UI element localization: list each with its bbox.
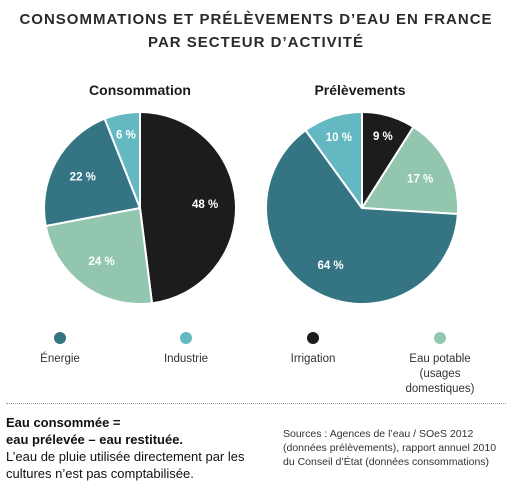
prelevements-label-energie: 64 % — [317, 260, 343, 272]
consommation-pie: 48 % 24 % 22 % 6 % — [43, 111, 237, 305]
note-line-1: Eau consommée = — [6, 415, 121, 430]
divider — [6, 403, 506, 404]
prelevements-label-eau-potable: 17 % — [407, 173, 433, 185]
legend-item-industrie: Industrie — [126, 332, 246, 367]
consommation-label-irrigation: 48 % — [192, 199, 218, 211]
prelevements-slice-energie — [265, 129, 459, 305]
consommation-slice-industrie — [103, 111, 141, 209]
prelevements-title: Prélèvements — [314, 82, 406, 98]
title-line-1: CONSOMMATIONS ET PRÉLÈVEMENTS D’EAU EN F… — [19, 11, 493, 28]
prelevements-slice-eau-potable — [361, 125, 459, 216]
consommation-label-industrie: 6 % — [116, 129, 136, 141]
note-line-2: eau prélevée – eau restituée. — [6, 432, 184, 447]
consommation-label-energie: 22 % — [70, 172, 96, 184]
legend-dot-energie — [54, 332, 66, 344]
prelevements-slice-industrie — [304, 111, 363, 209]
legend-label-energie: Énergie — [40, 353, 80, 365]
chart-title: CONSOMMATIONS ET PRÉLÈVEMENTS D’EAU EN F… — [0, 8, 512, 54]
consommation-label-eau-potable: 24 % — [89, 256, 115, 268]
legend-item-eau-potable: Eau potable (usages domestiques) — [380, 332, 500, 397]
legend-item-irrigation: Irrigation — [253, 332, 373, 367]
prelevements-label-irrigation: 9 % — [373, 131, 393, 143]
consommation-slice-energie — [43, 117, 141, 227]
definition-note: Eau consommée = eau prélevée – eau resti… — [6, 414, 266, 482]
legend-label-eau-potable: Eau potable (usages domestiques) — [405, 353, 475, 395]
legend-label-irrigation: Irrigation — [290, 353, 336, 365]
legend-dot-eau-potable — [434, 332, 446, 344]
note-line-3: L’eau de pluie utilisée directement par … — [6, 449, 245, 481]
legend-dot-irrigation — [307, 332, 319, 344]
consommation-title: Consommation — [89, 82, 191, 98]
legend-item-energie: Énergie — [0, 332, 120, 367]
consommation-slice-irrigation — [139, 111, 237, 305]
title-line-2: PAR SECTEUR D’ACTIVITÉ — [148, 34, 364, 51]
prelevements-pie: 9 % 17 % 64 % 10 % — [265, 111, 459, 305]
consommation-slice-eau-potable — [44, 207, 154, 305]
prelevements-label-industrie: 10 % — [326, 132, 352, 144]
legend-label-industrie: Industrie — [163, 353, 209, 365]
legend-dot-industrie — [180, 332, 192, 344]
sources-text: Sources : Agences de l’eau / SOeS 2012 (… — [283, 428, 497, 468]
